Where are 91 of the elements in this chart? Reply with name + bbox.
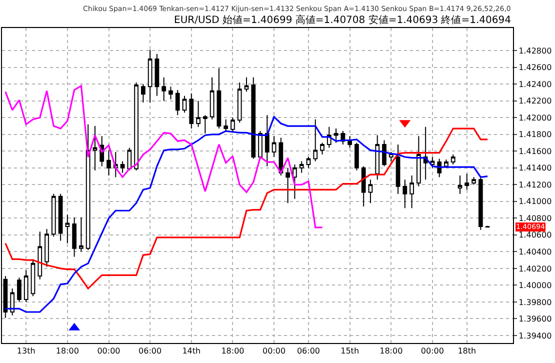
- candlestick: [72, 216, 76, 258]
- text: EUR/USD 始値=1.40699 高値=1.40708 安値=1.40693 終値=1.40694: [174, 14, 511, 26]
- x-tick-label: 15th: [340, 346, 360, 356]
- candlestick: [375, 134, 380, 180]
- candlestick: [368, 179, 373, 204]
- x-tick-label: 00:00: [262, 346, 286, 356]
- y-tick-label: 1.42200: [518, 96, 552, 106]
- candlestick: [38, 231, 42, 280]
- candlestick: [44, 228, 49, 268]
- y-tick-label: 1.40400: [518, 247, 552, 256]
- y-tick-label: 1.39800: [518, 298, 552, 307]
- candlestick: [402, 179, 408, 209]
- candlestick: [416, 136, 421, 187]
- candlestick: [210, 76, 214, 120]
- y-tick-label: 1.40600: [518, 230, 552, 240]
- y-tick-label: 1.42800: [518, 46, 552, 56]
- candlestick: [51, 193, 56, 238]
- candlestick: [264, 114, 270, 167]
- candlestick: [162, 76, 166, 102]
- candlestick: [382, 140, 386, 167]
- x-tick-label: 18:00: [221, 346, 244, 356]
- x-tick-label: 18th: [458, 346, 476, 356]
- candlestick: [320, 142, 324, 155]
- candlestick: [230, 117, 235, 132]
- y-tick-label: 1.40000: [518, 280, 552, 290]
- candlestick: [286, 167, 290, 204]
- x-tick-label: 00:00: [97, 346, 120, 356]
- y-tick-label: 1.41600: [518, 146, 552, 156]
- line-series: [4, 85, 324, 228]
- candlestick: [141, 84, 146, 104]
- candlestick: [272, 136, 276, 158]
- candlestick: [154, 53, 160, 96]
- candlestick: [30, 258, 36, 297]
- candlestick: [472, 176, 476, 186]
- candlestick: [410, 174, 414, 209]
- y-tick-label: 1.41200: [518, 180, 552, 190]
- candlestick: [244, 76, 249, 92]
- y-tick-label: 1.39400: [518, 331, 552, 340]
- candlestick: [306, 156, 311, 168]
- x-tick-label: 00:00: [420, 346, 444, 356]
- x-tick-label: 06:00: [138, 346, 162, 356]
- y-tick-label: 1.41400: [518, 164, 552, 173]
- candlestick: [175, 89, 180, 116]
- candlestick: [134, 82, 138, 171]
- y-tick-label: 1.39600: [518, 314, 552, 324]
- candlestick: [196, 100, 200, 128]
- y-tick-label: 1.41000: [518, 197, 552, 206]
- line-series: [4, 128, 488, 290]
- candlestick: [464, 173, 470, 190]
- y-tick-label: 1.42400: [518, 80, 552, 89]
- candlestick: [86, 124, 90, 251]
- candlestick: [299, 160, 304, 174]
- candlestick: [313, 118, 318, 162]
- y-tick-label: 1.41800: [518, 130, 552, 140]
- candlestick: [202, 114, 208, 134]
- x-tick-label: 18:00: [380, 346, 403, 356]
- candlestick: [396, 144, 400, 194]
- candlestick: [478, 177, 483, 230]
- y-tick-label: 1.40200: [518, 264, 552, 274]
- candlestick: [224, 118, 228, 132]
- x-tick-label: 13th: [16, 346, 36, 356]
- candlestick: [58, 193, 63, 242]
- candlestick: [106, 150, 111, 176]
- candlestick: [120, 160, 125, 174]
- candlestick: [423, 126, 428, 180]
- candlestick: [79, 216, 84, 252]
- candlestick: [148, 49, 152, 104]
- candlestick: [65, 214, 70, 244]
- line-series: [4, 116, 488, 313]
- candlestick: [458, 174, 462, 194]
- candlestick: [450, 154, 456, 166]
- candlestick: [334, 128, 338, 144]
- candlestick: [354, 142, 359, 171]
- y-tick-label: 1.42000: [518, 113, 552, 122]
- candlestick: [292, 164, 297, 200]
- candlestick: [17, 277, 22, 302]
- candlestick: [216, 68, 222, 130]
- candlestick: [251, 76, 256, 160]
- candlestick: [182, 95, 187, 114]
- candlestick: [361, 166, 366, 207]
- candlestick: [237, 82, 242, 124]
- y-tick-label: 1.40800: [518, 214, 552, 223]
- candlestick: [189, 92, 194, 130]
- candlestick: [24, 270, 28, 302]
- y-tick-label: 1.42600: [518, 63, 552, 72]
- candlestick: [168, 86, 173, 100]
- x-tick-label: 18:00: [56, 346, 79, 356]
- candlestick: [92, 126, 98, 171]
- x-tick-label: 14th: [182, 346, 201, 356]
- candlestick: [10, 288, 15, 316]
- x-tick-label: 06:00: [296, 346, 320, 356]
